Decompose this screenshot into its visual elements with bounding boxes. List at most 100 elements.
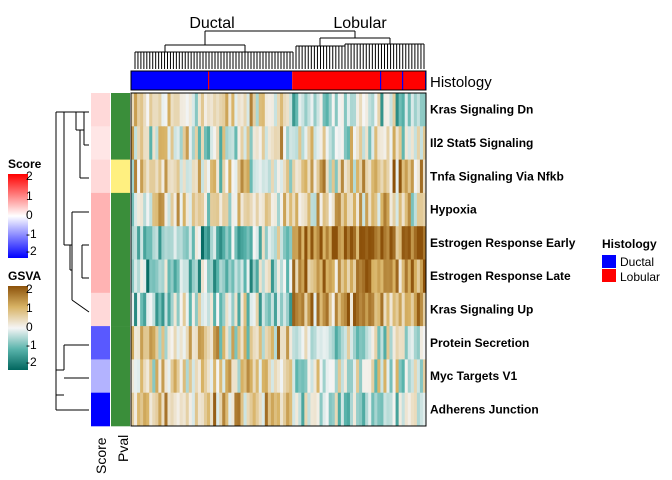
heatmap-cell <box>225 326 229 360</box>
heatmap-cell <box>353 392 357 427</box>
heatmap-cell <box>228 292 232 327</box>
heatmap-cell <box>228 326 232 360</box>
heatmap-cell <box>365 359 369 394</box>
heatmap-cell <box>392 126 396 160</box>
heatmap-cell <box>161 359 165 394</box>
heatmap-cell <box>146 292 150 327</box>
heatmap-cell <box>200 192 205 227</box>
heatmap-cell <box>152 392 156 427</box>
heatmap-cell <box>380 326 384 360</box>
heatmap-cell <box>267 326 272 360</box>
heatmap-cell <box>194 359 199 394</box>
heatmap-cell <box>389 392 393 427</box>
heatmap-cell <box>337 159 342 194</box>
gsva-legend-title: GSVA <box>8 269 41 283</box>
heatmap-cell <box>143 259 147 294</box>
heatmap-cell <box>325 292 330 327</box>
heatmap-cell <box>304 292 308 327</box>
heatmap-cell <box>359 159 363 194</box>
heatmap-cell <box>219 126 223 160</box>
heatmap-cell <box>307 292 311 327</box>
heatmap-cell <box>237 326 241 360</box>
heatmap-cell <box>374 126 378 160</box>
heatmap-cell <box>222 359 226 394</box>
heatmap-cell <box>203 226 208 260</box>
heatmap-cell <box>149 93 153 127</box>
heatmap-cell <box>152 226 156 260</box>
heatmap-cell <box>219 392 223 427</box>
heatmap-cell <box>179 93 184 127</box>
heatmap-cell <box>280 226 284 260</box>
heatmap-cell <box>152 126 156 160</box>
heatmap-cell <box>222 93 226 127</box>
heatmap-cell <box>194 326 199 360</box>
heatmap-cell <box>219 93 223 127</box>
heatmap-cell <box>334 159 339 194</box>
heatmap-cell <box>286 192 290 227</box>
heatmap-cell <box>359 192 363 227</box>
heatmap-cell <box>386 159 390 194</box>
heatmap-cell <box>331 226 336 260</box>
heatmap-cell <box>380 292 384 327</box>
heatmap-cell <box>310 359 314 394</box>
heatmap-cell <box>316 126 320 160</box>
heatmap-cell <box>164 93 168 127</box>
heatmap-cell <box>261 93 266 127</box>
heatmap-cell <box>210 326 214 360</box>
heatmap-cell <box>283 126 287 160</box>
heatmap-cell <box>140 259 144 294</box>
heatmap-cell <box>328 126 333 160</box>
heatmap-cell <box>216 326 220 360</box>
heatmap-cell <box>185 259 190 294</box>
heatmap-cell <box>386 192 390 227</box>
heatmap-cell <box>316 326 320 360</box>
heatmap-cell <box>237 93 241 127</box>
heatmap-cell <box>155 226 159 260</box>
heatmap-cell <box>331 93 336 127</box>
heatmap-cell <box>243 226 247 260</box>
heatmap-cell <box>258 392 263 427</box>
score-cell <box>91 93 110 127</box>
heatmap-cell <box>188 226 193 260</box>
heatmap-cell <box>365 159 369 194</box>
heatmap-cell <box>283 392 287 427</box>
heatmap-cell <box>161 126 165 160</box>
heatmap-cell <box>346 126 351 160</box>
heatmap-cell <box>273 259 278 294</box>
pval-annotation-column <box>111 93 130 427</box>
heatmap-cell <box>389 159 393 194</box>
heatmap-cell <box>194 226 199 260</box>
heatmap-cell <box>362 159 366 194</box>
heatmap-cell <box>225 226 229 260</box>
heatmap-cell <box>276 93 281 127</box>
heatmap-cell <box>231 259 235 294</box>
heatmap-cell <box>152 292 156 327</box>
heatmap-cell <box>164 159 168 194</box>
heatmap-cell <box>401 392 406 427</box>
heatmap-cell <box>377 359 381 394</box>
heatmap-cell <box>304 93 308 127</box>
heatmap-cell <box>334 359 339 394</box>
heatmap-cell <box>362 259 366 294</box>
heatmap-cell <box>219 259 223 294</box>
heatmap-cell <box>346 359 351 394</box>
heatmap-cell <box>231 392 235 427</box>
heatmap-cell <box>167 93 171 127</box>
heatmap-cell <box>283 326 287 360</box>
heatmap-cell <box>283 93 287 127</box>
pval-cell <box>111 259 130 294</box>
heatmap-cell <box>398 93 403 127</box>
heatmap-cell <box>222 392 226 427</box>
heatmap-cell <box>137 126 141 160</box>
heatmap-cell <box>164 392 168 427</box>
heatmap-cell <box>319 392 323 427</box>
heatmap-cell <box>258 326 263 360</box>
heatmap-cell <box>255 392 260 427</box>
heatmap-cell <box>319 226 323 260</box>
heatmap-cell <box>401 359 406 394</box>
heatmap-cell <box>365 326 369 360</box>
heatmap-cell <box>298 259 302 294</box>
heatmap-cell <box>167 126 171 160</box>
heatmap-cell <box>286 359 290 394</box>
heatmap-cell <box>276 292 281 327</box>
